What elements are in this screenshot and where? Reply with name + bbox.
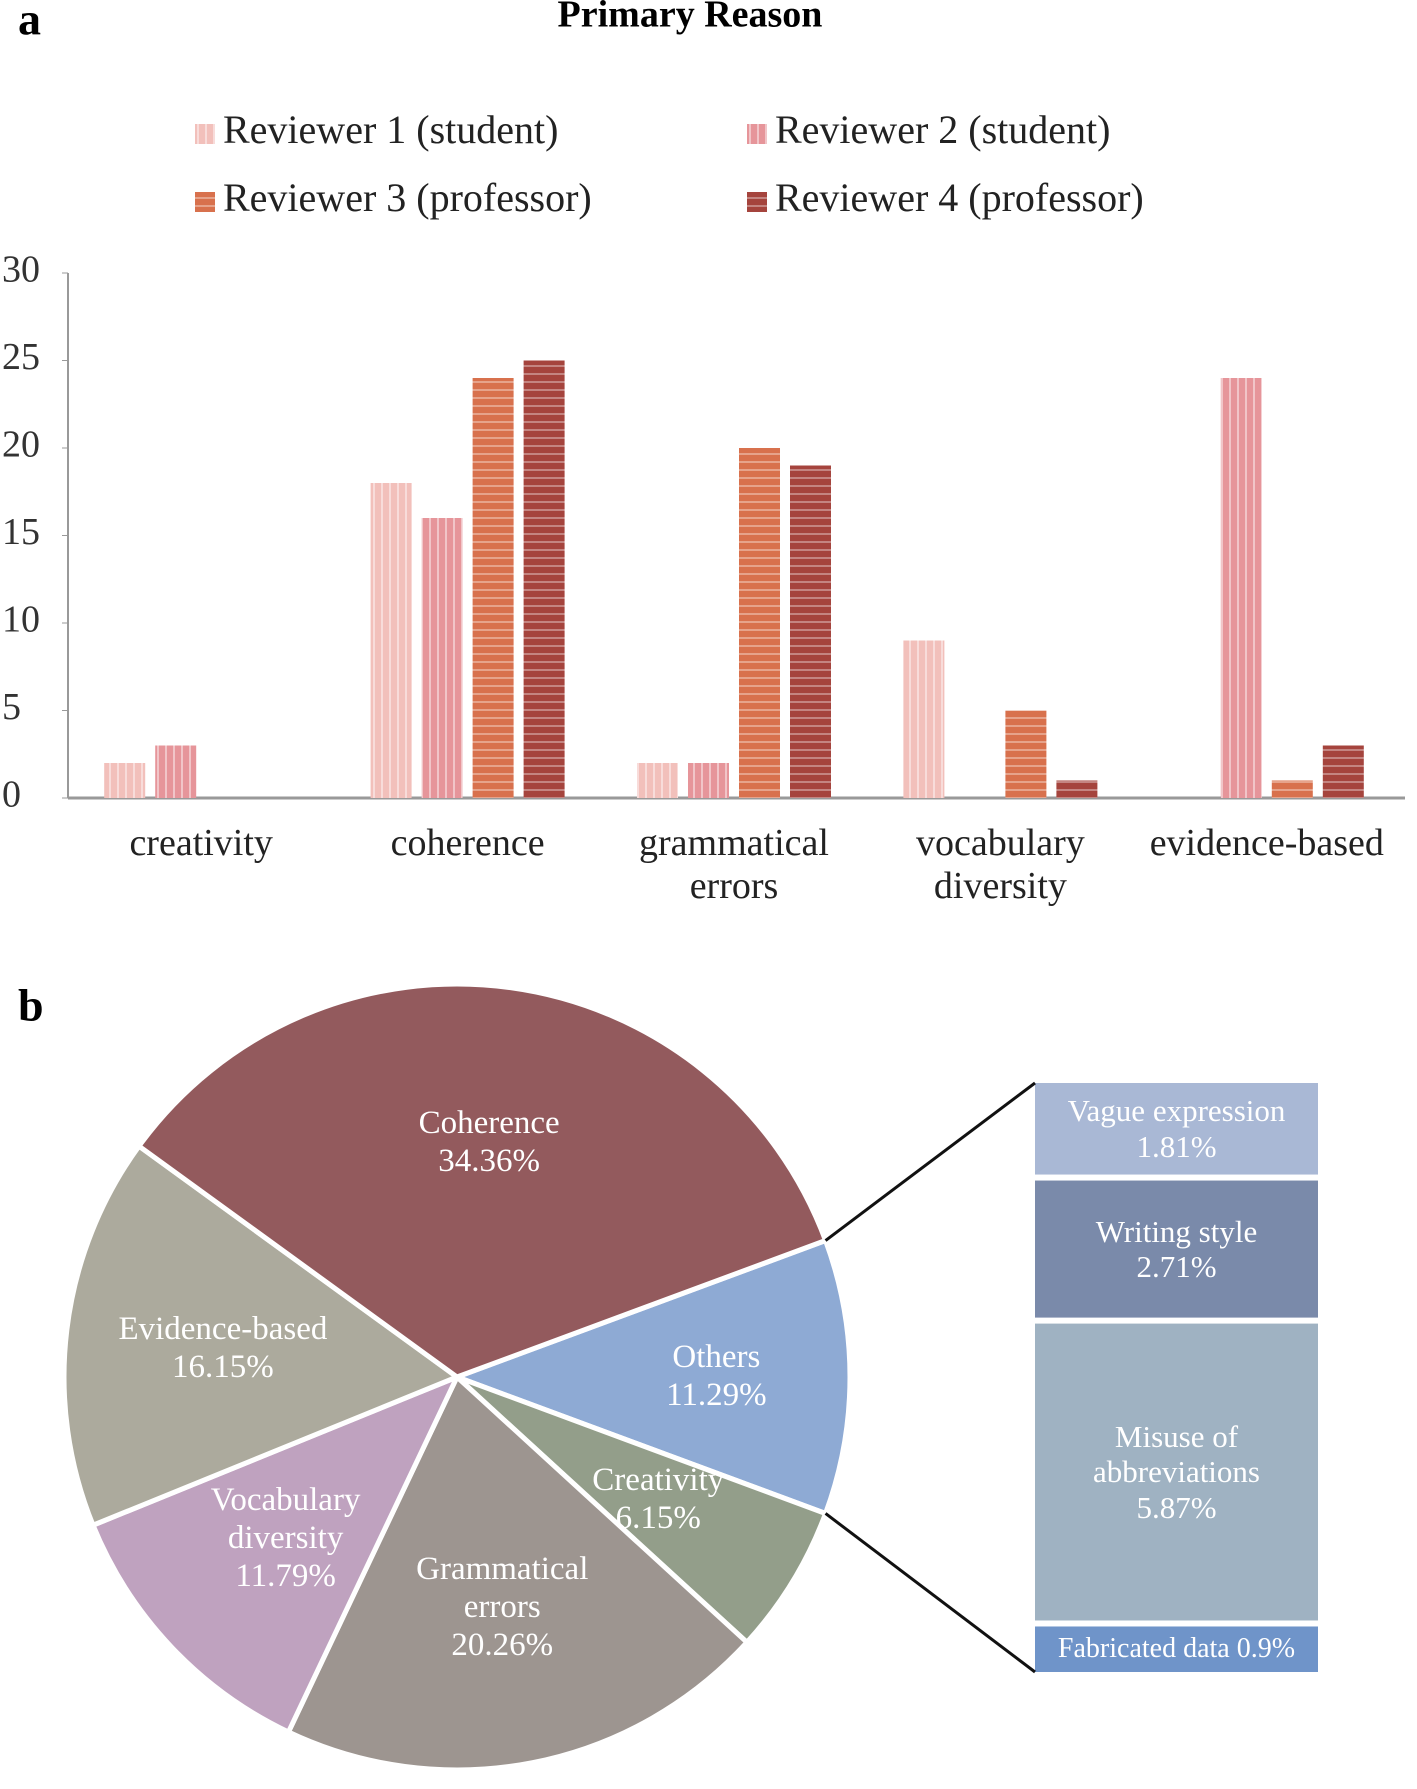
x-tick-label: evidence-based <box>1137 822 1397 865</box>
segment-value: 0.9% <box>1236 1633 1296 1665</box>
y-tick-label: 5 <box>2 686 21 728</box>
stack-segment <box>1035 1083 1318 1175</box>
x-tick-text: evidence-based <box>1149 822 1384 864</box>
bar <box>688 763 729 798</box>
x-tick-label: creativity <box>71 822 331 865</box>
connector <box>824 1512 1036 1674</box>
bar <box>1005 710 1047 798</box>
bar <box>104 763 146 798</box>
slice-value: 11.79% <box>235 1557 336 1594</box>
slice-name: Coherence <box>418 1105 560 1142</box>
y-tick-label: 0 <box>2 774 21 816</box>
legend-swatch <box>195 124 215 144</box>
slice-value: 11.29% <box>666 1376 767 1413</box>
x-tick-text: creativity <box>129 822 273 864</box>
slice-value: 6.15% <box>615 1499 701 1536</box>
bar <box>1271 780 1313 798</box>
y-tick-label: 20 <box>2 424 40 466</box>
pie-slice <box>455 1374 829 1646</box>
pie-slice <box>285 1372 751 1773</box>
slice-name: Creativity <box>592 1461 725 1498</box>
y-tick-label: 15 <box>2 511 40 553</box>
slice-value: 16.15% <box>172 1348 274 1385</box>
segment-name: Fabricated data <box>1057 1633 1230 1665</box>
x-tick-text: vocabulary diversity <box>915 822 1085 907</box>
bar <box>1056 780 1098 798</box>
segment-value: 2.71% <box>1136 1249 1217 1285</box>
legend-swatch <box>747 192 767 212</box>
pie-slice <box>449 1237 853 1517</box>
bar <box>472 378 514 798</box>
pie-label: Others 11.29% <box>596 1339 836 1415</box>
segment-name: Misuse of abbreviations <box>1092 1418 1260 1490</box>
connector <box>824 1081 1036 1242</box>
bar <box>523 360 565 798</box>
x-tick-label: coherence <box>338 822 598 865</box>
bar <box>637 763 678 798</box>
bar <box>1220 378 1262 798</box>
y-tick-label: 25 <box>2 336 40 378</box>
panel-label: b <box>18 980 44 1031</box>
bar <box>1322 745 1364 798</box>
pie-label: Evidence-based 16.15% <box>103 1311 343 1387</box>
stack-segment <box>1035 1626 1318 1672</box>
segment-label: Writing style 2.71% <box>1035 1214 1318 1285</box>
panel-label: a <box>18 0 41 45</box>
bar <box>370 483 412 798</box>
pie-label: Creativity 6.15% <box>538 1462 778 1538</box>
pie-label: Vocabulary diversity 11.79% <box>166 1482 406 1596</box>
legend-swatch <box>747 124 767 144</box>
chart-title: Primary Reason <box>558 0 823 36</box>
x-tick-label: vocabulary diversity <box>870 822 1130 907</box>
segment-value: 5.87% <box>1136 1489 1217 1525</box>
bar <box>421 518 463 798</box>
segment-label: Fabricated data 0.9% <box>1035 1633 1318 1665</box>
segment-name: Writing style <box>1095 1213 1258 1249</box>
x-tick-text: grammatical errors <box>639 822 829 907</box>
slice-name: Vocabulary diversity <box>210 1481 361 1556</box>
slice-value: 34.36% <box>438 1143 540 1180</box>
bar <box>790 465 831 798</box>
legend-label: Reviewer 4 (professor) <box>775 175 1144 220</box>
segment-label: Vague expression 1.81% <box>1035 1093 1318 1164</box>
stack-segment <box>1035 1180 1318 1318</box>
legend-swatch <box>195 192 215 212</box>
slice-name: Grammatical errors <box>416 1551 589 1626</box>
legend-label: Reviewer 1 (student) <box>223 107 558 152</box>
bar <box>155 745 197 798</box>
y-tick-label: 10 <box>2 599 40 641</box>
segment-name: Vague expression <box>1067 1093 1286 1129</box>
pie-slice <box>61 1142 463 1529</box>
y-tick-label: 30 <box>2 249 40 291</box>
legend-label: Reviewer 3 (professor) <box>223 175 592 220</box>
legend-label: Reviewer 2 (student) <box>775 107 1110 152</box>
segment-value: 1.81% <box>1136 1128 1217 1164</box>
slice-name: Others <box>672 1339 761 1375</box>
bar <box>903 640 945 798</box>
pie-label: Grammatical errors 20.26% <box>382 1551 622 1665</box>
segment-label: Misuse of abbreviations 5.87% <box>1035 1419 1318 1526</box>
pie-label: Coherence 34.36% <box>369 1105 609 1181</box>
pie-slice <box>89 1372 463 1736</box>
slice-value: 20.26% <box>451 1627 554 1664</box>
pie-slice <box>135 981 829 1380</box>
stack-segment <box>1035 1323 1318 1621</box>
x-tick-text: coherence <box>390 822 545 864</box>
x-tick-label: grammatical errors <box>604 822 864 907</box>
slice-name: Evidence-based <box>118 1310 328 1347</box>
bar <box>739 448 780 798</box>
